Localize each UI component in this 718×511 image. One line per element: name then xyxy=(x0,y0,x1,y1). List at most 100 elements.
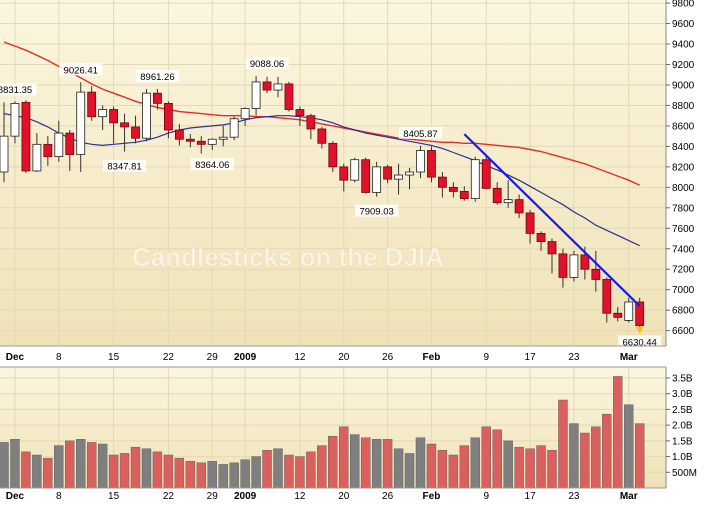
volume-bar xyxy=(152,451,163,489)
moving-average-long-line xyxy=(3,41,640,186)
price-y-tick-label: 7200 xyxy=(672,265,695,276)
price-y-tick-label: 6800 xyxy=(672,306,695,317)
candle xyxy=(635,297,645,331)
price-annotation-box xyxy=(59,63,103,76)
candle xyxy=(536,231,546,251)
candle-body xyxy=(153,92,162,104)
volume-bar xyxy=(119,453,130,489)
volume-x-tick-label: Dec xyxy=(6,491,25,502)
volume-bar xyxy=(492,429,502,489)
volume-x-tick-label: 12 xyxy=(294,491,306,502)
candle xyxy=(87,85,97,121)
volume-bar xyxy=(415,437,426,489)
price-annotation: 7909.03 xyxy=(359,207,393,218)
price-x-tick-label: 17 xyxy=(525,352,537,363)
candle xyxy=(153,88,162,110)
candle-body xyxy=(503,199,513,204)
candle xyxy=(65,130,75,171)
candle-body xyxy=(514,199,524,214)
candle-body xyxy=(32,143,42,172)
candle xyxy=(503,180,513,208)
volume-bar xyxy=(459,445,470,489)
candle xyxy=(196,136,206,154)
price-x-tick-label: 15 xyxy=(108,352,120,363)
candle-body xyxy=(306,115,316,130)
candle xyxy=(10,101,20,144)
volume-bar xyxy=(371,439,382,489)
candle-body xyxy=(196,140,206,145)
price-x-tick-label: Dec xyxy=(6,352,25,363)
volume-bar xyxy=(196,462,206,489)
candle-body xyxy=(120,122,129,128)
price-annotation: 9088.06 xyxy=(250,59,284,70)
candle-body xyxy=(54,132,64,158)
volume-bar xyxy=(328,435,338,489)
price-x-tick-label: 9 xyxy=(483,352,489,363)
price-annotation: 8961.26 xyxy=(140,72,174,83)
volume-y-tick-label: 2.0B xyxy=(672,421,693,432)
price-panel-background xyxy=(0,0,666,346)
watermark-text: Candlesticks on the DJIA xyxy=(132,242,444,272)
candle-body xyxy=(350,159,360,181)
volume-x-tick-label: 17 xyxy=(525,491,537,502)
candle-body xyxy=(207,138,217,145)
volume-bar xyxy=(624,404,634,489)
price-y-tick-label: 7400 xyxy=(672,244,695,255)
candle xyxy=(481,156,491,190)
price-y-tick-label: 9400 xyxy=(672,40,695,51)
candle-body xyxy=(131,126,140,139)
candle-body xyxy=(43,143,53,158)
volume-bar xyxy=(76,439,86,489)
price-annotation-box xyxy=(618,335,662,348)
volume-bar xyxy=(514,446,524,489)
downtrend-line xyxy=(463,133,641,307)
volume-bar xyxy=(0,442,9,489)
candle xyxy=(174,123,184,146)
price-annotation-box xyxy=(190,158,234,171)
volume-bar xyxy=(141,448,152,489)
price-y-tick-label: 7800 xyxy=(672,203,695,214)
candle-body xyxy=(525,212,535,234)
volume-bar xyxy=(437,450,448,489)
volume-x-tick-label: 23 xyxy=(568,491,580,502)
price-x-tick-label: 8 xyxy=(56,352,62,363)
volume-x-tick-label: 15 xyxy=(108,491,120,502)
candle-body xyxy=(470,159,480,199)
price-annotation: 6630.44 xyxy=(623,338,657,349)
price-x-tick-label: 20 xyxy=(338,352,350,363)
candle-body xyxy=(437,176,447,188)
volume-bar xyxy=(97,443,108,489)
volume-bar xyxy=(54,445,64,489)
candle-body xyxy=(163,102,173,131)
candle-body xyxy=(295,109,305,117)
volume-y-tick-label: 3.5B xyxy=(672,374,693,385)
price-date-strip xyxy=(0,346,666,367)
volume-x-tick-label: 26 xyxy=(382,491,394,502)
candle-body xyxy=(251,81,261,109)
volume-y-tick-label: 3.0B xyxy=(672,389,693,400)
candle xyxy=(120,113,129,152)
volume-bar xyxy=(21,451,31,489)
volume-bar xyxy=(273,448,283,489)
price-y-tick-label: 9600 xyxy=(672,19,695,30)
price-x-tick-label: 26 xyxy=(382,352,394,363)
volume-bar xyxy=(634,423,645,489)
candle-body xyxy=(65,132,75,155)
candle xyxy=(0,102,9,183)
candle xyxy=(98,105,108,131)
candle xyxy=(142,88,151,142)
volume-date-strip xyxy=(0,488,666,506)
candle-body xyxy=(416,150,425,173)
candle-body xyxy=(383,166,393,180)
candle-body xyxy=(569,254,579,278)
candle-body xyxy=(0,135,9,173)
candle xyxy=(262,76,272,94)
candle xyxy=(207,138,217,151)
candle xyxy=(569,250,579,282)
volume-bar xyxy=(251,456,261,489)
candle-body xyxy=(229,118,239,138)
volume-x-tick-label: 2009 xyxy=(234,491,257,502)
candle-body xyxy=(218,136,228,140)
volume-bar xyxy=(613,376,623,489)
